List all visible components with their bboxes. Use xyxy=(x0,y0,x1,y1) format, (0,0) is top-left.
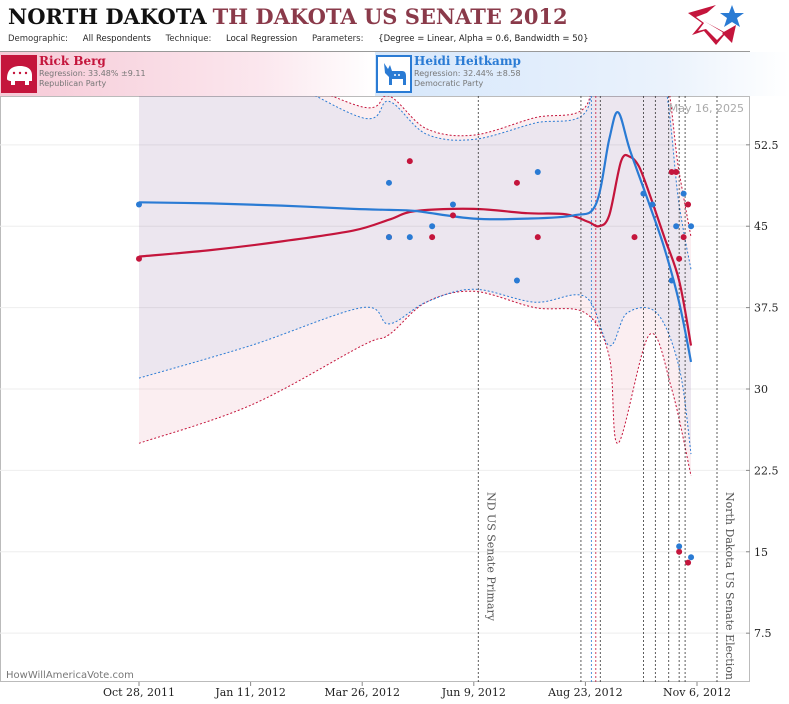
candidate-rick-berg: Rick Berg Regression: 33.48% ±9.11 Repub… xyxy=(0,52,375,96)
y-tick-label: 22.5 xyxy=(754,464,779,477)
parameters-label: Parameters: xyxy=(311,34,364,44)
demographic-value: All Respondents xyxy=(82,34,151,44)
trend-line xyxy=(138,111,693,363)
poll-point xyxy=(676,543,683,550)
band-lower-line xyxy=(138,288,692,455)
poll-point xyxy=(676,548,683,555)
poll-point xyxy=(429,234,436,241)
x-tick-label: Aug 23, 2012 xyxy=(547,686,623,699)
y-tick-label: 45 xyxy=(754,220,768,233)
confidence-bands xyxy=(138,96,692,476)
candidate-regression: Regression: 32.44% ±8.58 xyxy=(414,69,521,78)
donkey-icon xyxy=(376,55,412,93)
trend-lines xyxy=(138,111,693,363)
poll-point xyxy=(668,277,675,284)
trend-line xyxy=(138,153,693,346)
candidate-regression: Regression: 33.48% ±9.11 xyxy=(39,69,146,78)
elephant-icon xyxy=(1,55,37,93)
candidate-name: Rick Berg xyxy=(39,54,106,68)
poll-point xyxy=(673,168,680,175)
y-tick-label: 7.5 xyxy=(754,627,772,640)
y-axis: 52.5 45 37.5 30 22.5 15 7.5 xyxy=(746,139,779,640)
candidate-party: Republican Party xyxy=(39,79,107,88)
x-axis: Oct 28, 2011 Jan 11, 2012 Mar 26, 2012 Jun … xyxy=(103,682,731,699)
poll-point xyxy=(385,179,392,186)
page-title: NORTH DAKOTA TH DAKOTA US SENATE 2012 xyxy=(8,4,568,29)
parameters-value: {Degree = Linear, Alpha = 0.6, Bandwidth… xyxy=(378,34,589,44)
poll-point xyxy=(640,190,647,197)
technique-label: Technique: xyxy=(165,34,212,44)
header: NORTH DAKOTA TH DAKOTA US SENATE 2012 Dem… xyxy=(0,0,789,52)
poll-point xyxy=(513,277,520,284)
poll-point xyxy=(513,179,520,186)
x-tick-label: Jan 11, 2012 xyxy=(214,686,286,699)
poll-point xyxy=(688,554,695,561)
x-tick-label: Oct 28, 2011 xyxy=(103,686,175,699)
poll-point xyxy=(449,212,456,219)
poll-points xyxy=(136,158,695,566)
watermark: HowWillAmericaVote.com xyxy=(6,670,134,681)
poll-point xyxy=(685,201,692,208)
x-tick-label: Nov 6, 2012 xyxy=(663,686,731,699)
poll-point xyxy=(688,223,695,230)
date-label: May 16, 2025 xyxy=(669,102,744,115)
confidence-band xyxy=(139,96,691,455)
poll-point xyxy=(649,201,656,208)
poll-point xyxy=(685,559,692,566)
poll-point xyxy=(385,234,392,241)
poll-point xyxy=(534,234,541,241)
x-tick-label: Jun 9, 2012 xyxy=(441,686,506,699)
confidence-band xyxy=(139,96,691,476)
header-divider xyxy=(0,51,750,52)
candidate-heidi-heitkamp: Heidi Heitkamp Regression: 32.44% ±8.58 … xyxy=(375,52,789,96)
site-logo-icon xyxy=(688,5,744,45)
poll-point xyxy=(429,223,436,230)
poll-point xyxy=(406,158,413,165)
demographic-label: Demographic: xyxy=(8,34,69,44)
annotation-label: North Dakota US Senate Election xyxy=(723,492,736,680)
annotations: ND US Senate Primary North Dakota US Sena… xyxy=(477,96,736,682)
poll-point xyxy=(449,201,456,208)
poll-point xyxy=(406,234,413,241)
y-tick-label: 30 xyxy=(754,383,768,396)
title-sub: TH DAKOTA US SENATE 2012 xyxy=(212,4,568,29)
band-upper-line xyxy=(315,96,692,270)
poll-point xyxy=(136,255,142,262)
poll-point xyxy=(680,234,687,241)
x-tick-label: Mar 26, 2012 xyxy=(324,686,400,699)
poll-point xyxy=(668,168,675,175)
candidate-bar: Rick Berg Regression: 33.48% ±9.11 Repub… xyxy=(0,52,789,96)
y-tick-label: 52.5 xyxy=(754,139,779,152)
poll-point xyxy=(136,201,142,208)
poll-point xyxy=(534,168,541,175)
candidate-name: Heidi Heitkamp xyxy=(414,54,521,68)
poll-point xyxy=(631,234,638,241)
y-tick-label: 15 xyxy=(754,546,768,559)
event-lines xyxy=(580,96,686,682)
poll-point xyxy=(673,223,680,230)
grid xyxy=(0,144,750,634)
poll-chart: 52.5 45 37.5 30 22.5 15 7.5 Oct 28, 2011 Jan 11… xyxy=(0,96,779,699)
title-main: NORTH DAKOTA xyxy=(8,4,207,29)
candidate-party: Democratic Party xyxy=(414,79,484,88)
parameters-line: Demographic: All Respondents Technique: … xyxy=(8,34,588,44)
annotation-label: ND US Senate Primary xyxy=(484,492,497,622)
y-tick-label: 37.5 xyxy=(754,302,779,315)
poll-point xyxy=(680,190,687,197)
poll-point xyxy=(676,255,683,262)
technique-value: Local Regression xyxy=(226,34,298,44)
